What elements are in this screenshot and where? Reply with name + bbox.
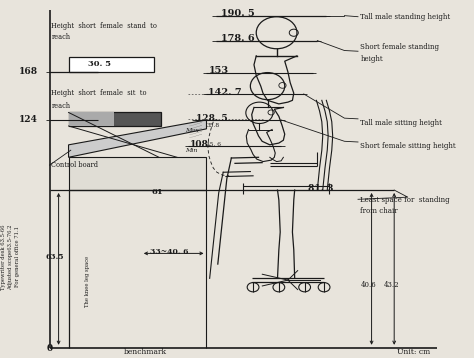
Text: 124: 124 (19, 115, 37, 125)
Text: Short female sitting height: Short female sitting height (360, 142, 456, 150)
Text: 190. 5: 190. 5 (221, 9, 255, 18)
Bar (69, 157, 207, 190)
Text: Unit: cm: Unit: cm (397, 348, 430, 356)
Text: Min: Min (185, 148, 198, 153)
Text: Tall male sitting height: Tall male sitting height (360, 120, 442, 127)
Text: 61: 61 (151, 188, 163, 196)
Text: 81. 3: 81. 3 (308, 184, 334, 193)
Text: 108.: 108. (190, 140, 212, 149)
Text: 0: 0 (46, 344, 53, 353)
Bar (69, 112, 114, 126)
Bar (69, 112, 161, 126)
Text: 33~40. 6: 33~40. 6 (150, 248, 188, 256)
Text: For general office 71.1: For general office 71.1 (15, 227, 20, 287)
Text: 128. 5: 128. 5 (196, 113, 228, 123)
Text: Typewriter desk 63.5-66: Typewriter desk 63.5-66 (1, 224, 6, 290)
Text: height: height (360, 55, 383, 63)
Text: Least space for  standing: Least space for standing (360, 196, 450, 204)
Text: 35.8: 35.8 (207, 123, 219, 128)
Text: Adjusted scope63.5-76.2: Adjusted scope63.5-76.2 (8, 224, 13, 290)
Text: Height  short  female  sit  to: Height short female sit to (51, 89, 147, 97)
Text: Short female standing: Short female standing (360, 43, 439, 51)
Text: The knee leg space: The knee leg space (85, 256, 90, 308)
Text: 40.6: 40.6 (361, 281, 376, 289)
Text: 30. 5: 30. 5 (88, 61, 111, 68)
Bar (69, 57, 155, 72)
Text: benchmark: benchmark (124, 348, 167, 356)
Text: Max: Max (185, 128, 199, 133)
Text: reach: reach (51, 33, 71, 41)
Text: reach: reach (51, 102, 71, 110)
Text: 153: 153 (209, 66, 229, 75)
Text: 63.5: 63.5 (46, 253, 64, 261)
Text: 35. 6: 35. 6 (207, 142, 221, 147)
Text: 43.2: 43.2 (384, 281, 400, 289)
Text: 142. 7: 142. 7 (208, 88, 241, 97)
Text: 168: 168 (19, 67, 38, 76)
Polygon shape (69, 120, 207, 157)
Text: Tall male standing height: Tall male standing height (360, 13, 450, 21)
Text: from chair: from chair (360, 207, 398, 215)
Text: Control board: Control board (51, 161, 98, 169)
Text: Height  short  female  stand  to: Height short female stand to (51, 21, 157, 30)
Text: 178. 6: 178. 6 (221, 34, 255, 43)
